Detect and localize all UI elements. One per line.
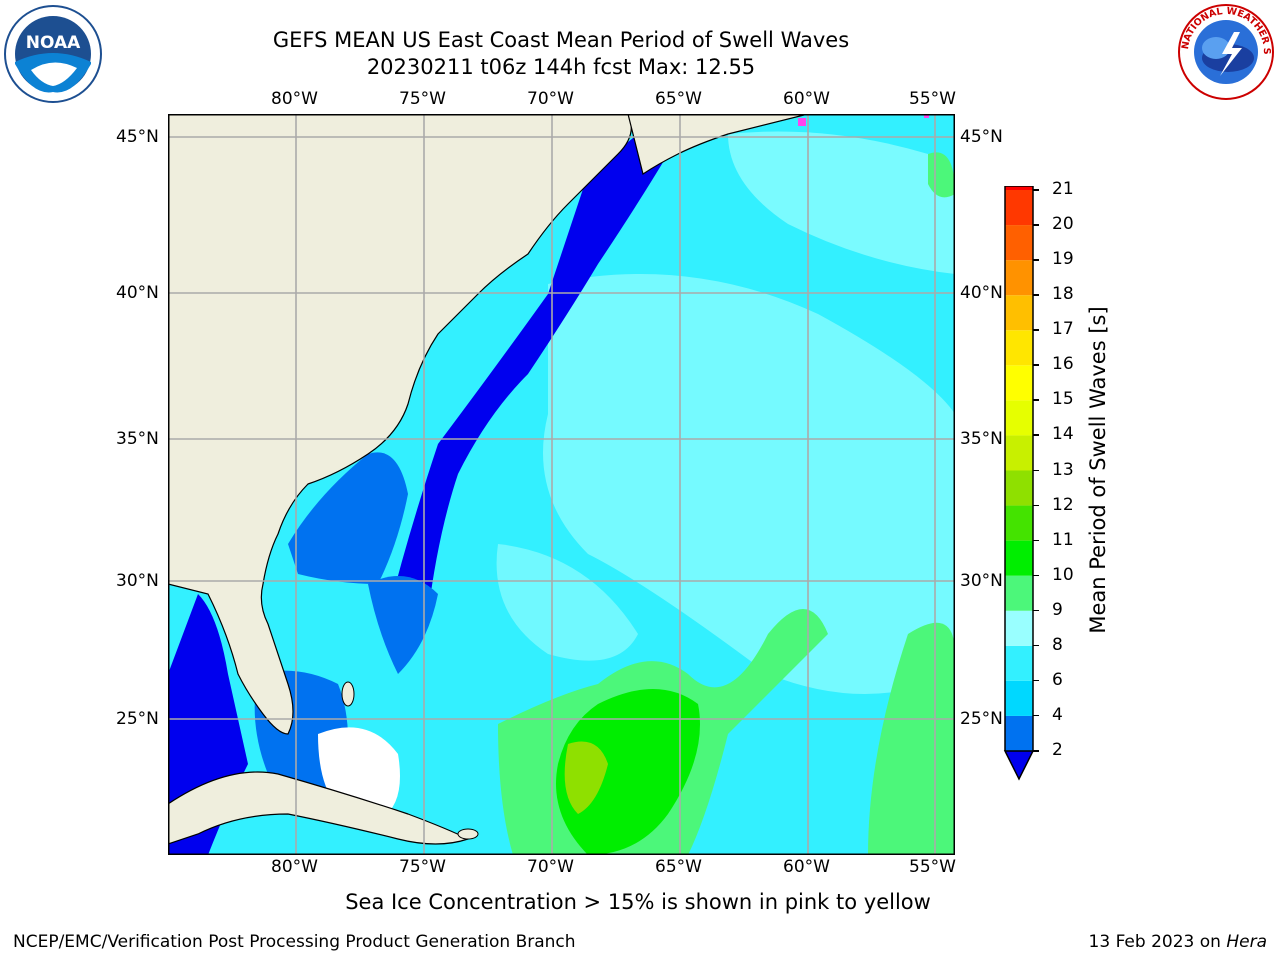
colorbar-tick-mark — [1033, 399, 1039, 401]
colorbar-tick-mark — [1033, 469, 1039, 471]
colorbar-tick-mark — [1033, 714, 1039, 717]
colorbar-bin — [1005, 470, 1033, 506]
colorbar-tick-label: 17 — [1052, 319, 1074, 340]
period-10-11-zone — [556, 689, 700, 855]
lat-label-left: 25°N — [116, 709, 159, 729]
colorbar-tick-mark — [1033, 750, 1039, 752]
footer-date: 13 Feb 2023 on Hera — [1089, 932, 1267, 952]
lat-label-right: 30°N — [960, 571, 1003, 591]
map-frame — [168, 114, 955, 855]
lon-label-top: 65°W — [655, 89, 702, 109]
footer-credit: NCEP/EMC/Verification Post Processing Pr… — [13, 932, 576, 952]
lat-label-right: 25°N — [960, 709, 1003, 729]
colorbar-tick-mark — [1033, 504, 1039, 507]
colorbar-tick-mark — [1033, 574, 1039, 577]
noaa-logo-text: NOAA — [26, 33, 81, 53]
lat-label-left: 40°N — [116, 283, 159, 303]
lon-label-top: 75°W — [399, 89, 446, 109]
colorbar-tick-label: 20 — [1052, 214, 1074, 235]
colorbar-tick-mark — [1033, 364, 1039, 366]
colorbar-bin — [1005, 435, 1033, 471]
lon-label-bottom: 75°W — [399, 857, 446, 877]
sea-ice-note: Sea Ice Concentration > 15% is shown in … — [345, 890, 931, 914]
colorbar-tick-mark — [1033, 644, 1039, 647]
colorbar-bin — [1005, 610, 1033, 646]
low-period-zone-coast — [388, 134, 668, 614]
colorbar-over — [1005, 186, 1033, 190]
colorbar-bin — [1005, 190, 1033, 226]
colorbar-tick-label: 21 — [1052, 179, 1074, 199]
map-plot-area — [168, 114, 955, 855]
colorbar-tick-label: 13 — [1052, 459, 1074, 480]
colorbar-bin — [1005, 505, 1033, 541]
lon-label-top: 60°W — [783, 89, 830, 109]
lon-label-bottom: 70°W — [527, 857, 574, 877]
colorbar-tick-mark — [1033, 224, 1039, 226]
colorbar-bin — [1005, 645, 1033, 681]
colorbar-tick-mark — [1033, 329, 1039, 331]
lon-label-top: 55°W — [909, 89, 956, 109]
lon-label-top: 80°W — [271, 89, 318, 109]
lon-label-bottom: 65°W — [655, 857, 702, 877]
land-us-east-coast — [168, 114, 632, 735]
lat-label-left: 35°N — [116, 429, 159, 449]
colorbar-bin — [1005, 365, 1033, 401]
lon-label-bottom: 55°W — [909, 857, 956, 877]
lat-label-left: 30°N — [116, 571, 159, 591]
map-canvas — [168, 114, 955, 855]
nws-logo: NATIONAL WEATHER SERVICE — [1172, 0, 1276, 102]
colorbar-tick-label: 11 — [1052, 529, 1074, 550]
colorbar-bin — [1005, 295, 1033, 331]
lat-label-right: 40°N — [960, 283, 1003, 303]
colorbar-tick-label: 12 — [1052, 494, 1074, 515]
colorbar-tick-label: 10 — [1052, 564, 1074, 585]
lon-label-bottom: 60°W — [783, 857, 830, 877]
lon-label-top: 70°W — [527, 89, 574, 109]
colorbar-tick-label: 19 — [1052, 249, 1074, 270]
colorbar-tick-mark — [1033, 294, 1039, 296]
island-bahamas — [341, 681, 355, 707]
colorbar-tick-mark — [1033, 434, 1039, 436]
colorbar-bin — [1005, 330, 1033, 366]
colorbar-bin — [1005, 400, 1033, 436]
footer-host: Hera — [1226, 932, 1267, 952]
colorbar-ticks: 2 4 6 8 9 10 11 12 13 14 15 16 17 18 19 20 21 — [1033, 0, 1100, 960]
lat-label-right: 45°N — [960, 127, 1003, 147]
noaa-logo: NOAA — [3, 4, 103, 104]
colorbar-bin — [1005, 225, 1033, 261]
colorbar-tick-mark — [1033, 259, 1039, 261]
lat-label-right: 35°N — [960, 429, 1003, 449]
colorbar-tick-label: 16 — [1052, 354, 1074, 375]
colorbar-bin — [1005, 575, 1033, 611]
colorbar-tick-label: 4 — [1052, 704, 1063, 725]
colorbar-tick-label: 18 — [1052, 284, 1074, 305]
colorbar-tick-label: 8 — [1052, 634, 1063, 655]
colorbar-tick-label: 6 — [1052, 669, 1063, 690]
colorbar-bin — [1005, 540, 1033, 576]
colorbar-tick-label: 14 — [1052, 424, 1074, 445]
colorbar-bin — [1005, 680, 1033, 716]
colorbar-tick-mark — [1033, 189, 1039, 191]
colorbar-tick-label: 9 — [1052, 599, 1063, 620]
colorbar-bin — [1005, 260, 1033, 296]
map-title-line1: GEFS MEAN US East Coast Mean Period of S… — [272, 28, 850, 52]
colorbar-frame — [1004, 185, 1034, 751]
graticule — [168, 114, 955, 855]
colorbar — [1000, 185, 1040, 786]
lon-label-bottom: 80°W — [271, 857, 318, 877]
colorbar-tick-label: 15 — [1052, 389, 1074, 410]
colorbar-label: Mean Period of Swell Waves [s] — [1086, 306, 1110, 634]
lat-label-left: 45°N — [116, 127, 159, 147]
sea-ice-mark — [798, 118, 806, 126]
period-8-9-zone — [543, 274, 955, 694]
colorbar-tick-label: 2 — [1052, 740, 1063, 760]
map-title-line2: 20230211 t06z 144h fcst Max: 12.55 — [366, 55, 756, 79]
colorbar-tick-mark — [1033, 679, 1039, 682]
footer-date-text: 13 Feb 2023 on — [1088, 932, 1227, 952]
colorbar-tick-mark — [1033, 609, 1039, 612]
colorbar-tick-mark — [1033, 539, 1039, 542]
colorbar-under-triangle — [1003, 750, 1035, 781]
colorbar-bin — [1005, 715, 1033, 751]
